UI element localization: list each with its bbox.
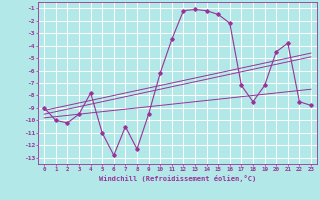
X-axis label: Windchill (Refroidissement éolien,°C): Windchill (Refroidissement éolien,°C) (99, 175, 256, 182)
